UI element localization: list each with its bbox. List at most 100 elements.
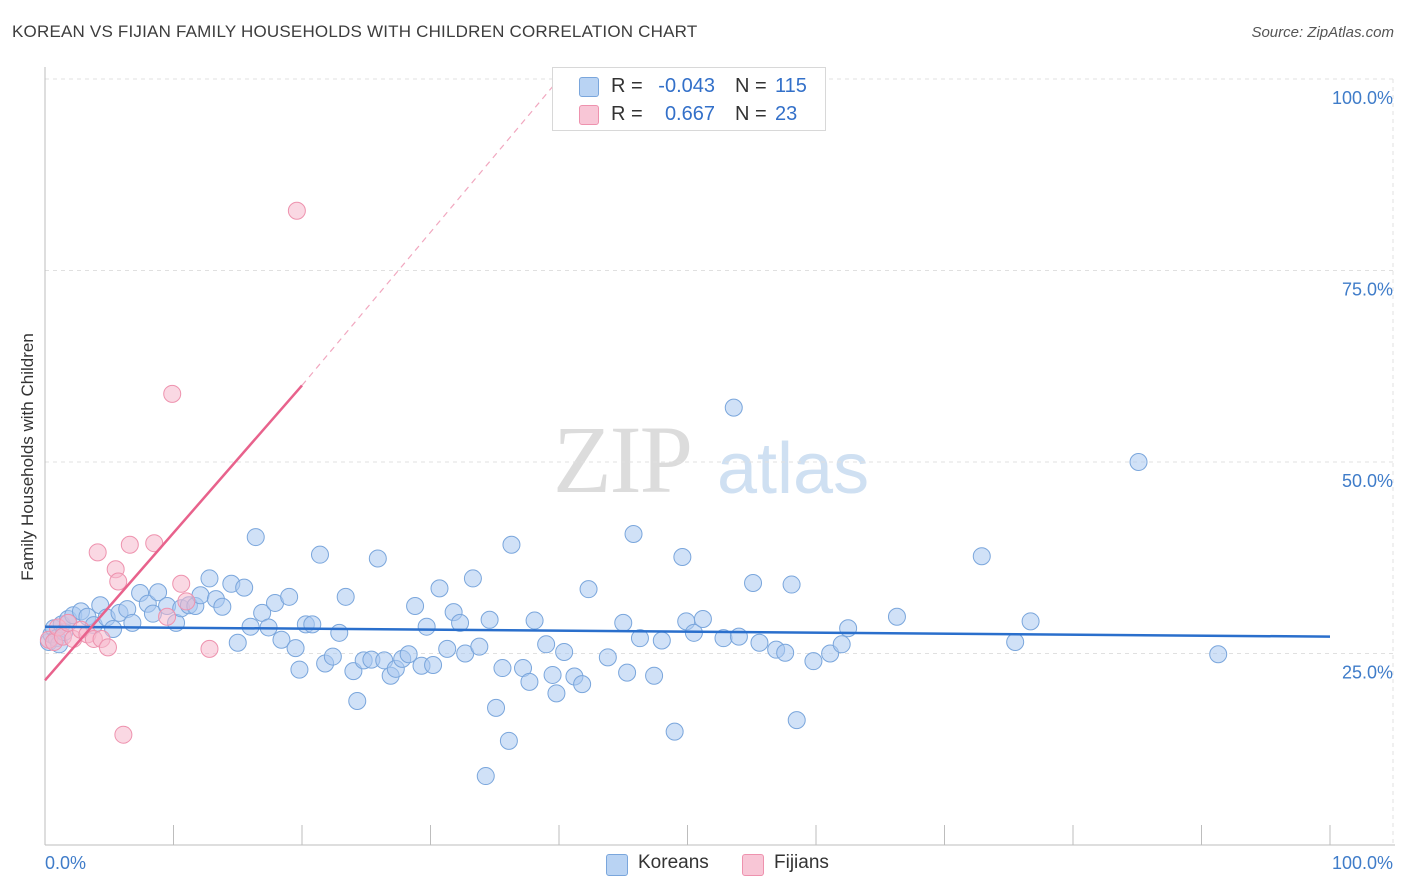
koreans-point-90 [624,525,643,544]
koreans-point-64 [430,579,449,598]
chart-source: Source: ZipAtlas.com [1251,24,1394,41]
koreans-point-42 [290,660,309,679]
koreans-point-95 [673,547,692,566]
chart-title: KOREAN VS FIJIAN FAMILY HOUSEHOLDS WITH … [12,22,698,41]
fijians-n-label: N = [735,103,767,125]
koreans-legend-swatch [606,854,628,876]
koreans-point-115 [1021,612,1040,631]
koreans-point-51 [348,691,367,710]
koreans-point-39 [272,630,291,649]
koreans-n-value: 115 [775,75,807,97]
y-tick-label-0: 25.0% [1342,663,1393,683]
koreans-point-94 [665,722,684,741]
watermark-atlas: atlas [717,429,870,509]
koreans-point-110 [832,635,851,654]
koreans-point-105 [776,643,795,662]
fijians-trend-extension [301,78,560,386]
fijians-point-20 [200,639,219,658]
koreans-point-80 [537,635,556,654]
fijians-point-11 [98,638,117,657]
koreans-point-17 [123,613,142,632]
koreans-point-117 [1209,645,1228,664]
koreans-point-72 [480,610,499,629]
fijians-r-value: 0.667 [664,103,715,125]
fijians-point-14 [120,535,139,554]
koreans-r-value: -0.043 [658,75,715,97]
koreans-point-73 [487,698,506,717]
koreans-point-48 [330,623,349,642]
koreans-point-98 [693,610,712,629]
koreans-point-83 [555,642,574,661]
koreans-point-32 [228,633,247,652]
koreans-n-label: N = [735,75,767,97]
koreans-point-14 [104,619,123,638]
y-tick-label-2: 75.0% [1342,280,1393,300]
koreans-point-54 [368,549,387,568]
koreans-point-76 [502,535,521,554]
fijians-point-22 [114,725,133,744]
koreans-point-88 [614,613,633,632]
koreans-point-100 [724,398,743,417]
koreans-point-45 [310,545,329,564]
koreans-trend-line [44,625,1331,638]
koreans-point-71 [476,767,495,786]
fijians-point-19 [177,592,196,611]
koreans-point-106 [782,575,801,594]
koreans-point-101 [729,627,748,646]
koreans-point-85 [573,675,592,694]
data-points [39,201,1228,786]
koreans-point-30 [213,597,232,616]
koreans-point-93 [652,631,671,650]
fijians-point-18 [172,574,191,593]
koreans-point-116 [1129,453,1148,471]
koreans-point-92 [645,666,664,685]
koreans-point-67 [451,613,470,632]
koreans-point-91 [630,629,649,648]
fijians-n-value: 23 [775,103,798,125]
fijians-point-21 [287,201,306,220]
koreans-point-62 [417,617,436,636]
koreans-point-21 [149,583,168,602]
koreans-swatch [579,77,599,97]
koreans-point-49 [336,587,355,606]
koreans-point-112 [887,607,906,626]
koreans-point-65 [438,639,457,658]
fijians-swatch [579,105,599,125]
koreans-point-34 [241,617,260,636]
koreans-point-103 [750,633,769,652]
grid [45,78,1395,845]
koreans-r-label: R = [611,75,643,97]
koreans-point-63 [424,655,443,674]
koreans-point-44 [303,615,322,634]
koreans-point-35 [246,528,265,547]
koreans-point-107 [787,711,806,730]
koreans-point-69 [463,569,482,588]
koreans-point-78 [520,672,539,691]
koreans-point-86 [579,580,598,599]
fijians-legend-swatch [742,854,764,876]
koreans-point-113 [972,547,991,566]
koreans-point-75 [499,731,518,750]
watermark-zip: ZIP [553,406,693,513]
koreans-point-102 [744,574,763,593]
fijians-r-label: R = [611,103,643,125]
legend-row-fijians: R = 0.667 N = 23 [553,101,825,129]
koreans-point-33 [235,578,254,597]
koreans-legend-label: Koreans [638,852,709,873]
koreans-point-41 [286,639,305,658]
fijians-point-15 [145,534,164,553]
fijians-point-13 [109,572,128,591]
koreans-point-81 [543,665,562,684]
fijians-point-17 [163,384,182,403]
koreans-point-59 [399,645,418,664]
y-tick-label-1: 50.0% [1342,471,1393,491]
koreans-point-79 [525,611,544,630]
koreans-point-70 [470,637,489,656]
stats-legend: R = -0.043 N = 115 R = 0.667 N = 23 [552,67,826,131]
koreans-point-89 [618,663,637,682]
koreans-point-114 [1006,633,1025,652]
x-tick-label-min: 0.0% [45,853,86,873]
koreans-point-87 [598,648,617,667]
axes [44,67,1395,846]
